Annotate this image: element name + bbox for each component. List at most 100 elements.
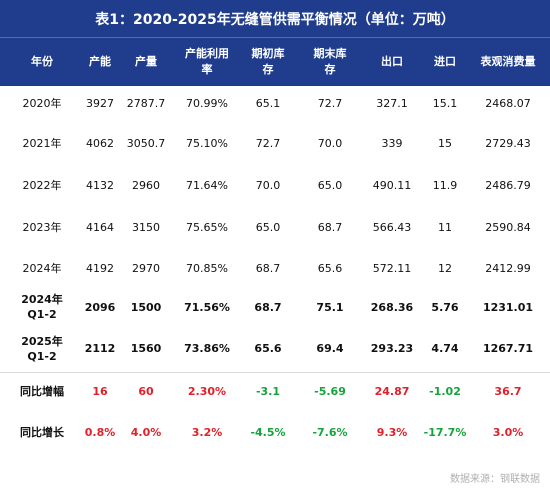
cell-year: 同比增长 bbox=[20, 425, 64, 439]
table-row: 2023年 4164 3150 75.65% 65.0 68.7 566.43 11 2590.… bbox=[0, 206, 550, 248]
cell-consumption: 1267.71 bbox=[482, 342, 534, 355]
cell-closing-stock: -7.6% bbox=[312, 425, 348, 439]
cell-opening-stock: -4.5% bbox=[250, 425, 286, 439]
cell-export: 9.3% bbox=[376, 425, 408, 439]
header-opening-stock: 期初库 存 bbox=[251, 47, 285, 76]
table-row: 同比增幅 16 60 2.30% -3.1 -5.69 24.87 -1.02 36.7 bbox=[0, 372, 550, 410]
cell-capacity: 16 bbox=[92, 384, 108, 398]
cell-consumption: 2590.84 bbox=[485, 220, 531, 234]
cell-year: 2021年 bbox=[22, 136, 62, 150]
cell-export: 327.1 bbox=[376, 97, 408, 110]
cell-export: 490.11 bbox=[372, 178, 412, 192]
cell-output: 1500 bbox=[130, 300, 162, 314]
header-utilization: 产能利用 率 bbox=[185, 47, 229, 76]
header-closing-stock: 期末库 存 bbox=[313, 47, 347, 76]
cell-capacity: 2096 bbox=[84, 300, 116, 314]
cell-export: 24.87 bbox=[374, 384, 410, 398]
cell-utilization: 3.2% bbox=[191, 425, 223, 439]
cell-year: 同比增幅 bbox=[20, 384, 64, 398]
table-row: 2022年 4132 2960 71.64% 70.0 65.0 490.11 11.9 248… bbox=[0, 164, 550, 206]
cell-utilization: 71.64% bbox=[186, 178, 228, 192]
header-import: 进口 bbox=[434, 55, 456, 68]
cell-closing-stock: -5.69 bbox=[314, 384, 346, 398]
cell-consumption: 2729.43 bbox=[485, 136, 531, 150]
table-row: 2024年 4192 2970 70.85% 68.7 65.6 572.11 12 2412.… bbox=[0, 248, 550, 289]
cell-import: 4.74 bbox=[431, 342, 459, 355]
cell-year: 2025年 Q1-2 bbox=[21, 334, 63, 363]
table-title: 表1：2020-2025年无缝管供需平衡情况（单位：万吨） bbox=[0, 0, 550, 37]
cell-year: 2020年 bbox=[22, 97, 62, 110]
cell-capacity: 4062 bbox=[86, 136, 114, 150]
cell-import: 12 bbox=[438, 262, 452, 275]
table-row: 2025年 Q1-2 2112 1560 73.86% 65.6 69.4 293.23 4.… bbox=[0, 325, 550, 373]
cell-closing-stock: 65.0 bbox=[317, 178, 343, 192]
table-row: 2021年 4062 3050.7 75.10% 72.7 70.0 339 15 2729.4… bbox=[0, 122, 550, 164]
cell-consumption: 2468.07 bbox=[485, 97, 531, 110]
cell-capacity: 2112 bbox=[84, 342, 116, 355]
cell-export: 268.36 bbox=[370, 300, 414, 314]
cell-capacity: 4192 bbox=[86, 262, 114, 275]
cell-import: -17.7% bbox=[423, 425, 467, 439]
cell-import: 15.1 bbox=[432, 97, 458, 110]
cell-capacity: 4132 bbox=[86, 178, 114, 192]
cell-output: 3150 bbox=[132, 220, 160, 234]
cell-closing-stock: 65.6 bbox=[317, 262, 343, 275]
cell-opening-stock: 65.1 bbox=[255, 97, 281, 110]
cell-year: 2024年 Q1-2 bbox=[21, 293, 63, 321]
cell-export: 293.23 bbox=[370, 342, 414, 355]
cell-opening-stock: 72.7 bbox=[255, 136, 281, 150]
cell-consumption: 2486.79 bbox=[485, 178, 531, 192]
cell-opening-stock: 68.7 bbox=[255, 262, 281, 275]
cell-output: 3050.7 bbox=[126, 136, 166, 150]
cell-opening-stock: 65.0 bbox=[255, 220, 281, 234]
cell-closing-stock: 68.7 bbox=[317, 220, 343, 234]
cell-opening-stock: -3.1 bbox=[255, 384, 281, 398]
cell-closing-stock: 75.1 bbox=[316, 300, 344, 314]
cell-capacity: 4164 bbox=[86, 220, 114, 234]
header-year: 年份 bbox=[31, 55, 53, 68]
table-row: 2020年 3927 2787.7 70.99% 65.1 72.7 327.1 15.1 24… bbox=[0, 85, 550, 122]
cell-output: 1560 bbox=[130, 342, 162, 355]
cell-utilization: 2.30% bbox=[187, 384, 227, 398]
cell-import: 15 bbox=[438, 136, 452, 150]
table-row: 2024年 Q1-2 2096 1500 71.56% 68.7 75.1 268.36 5.… bbox=[0, 289, 550, 325]
cell-export: 339 bbox=[381, 136, 403, 150]
cell-year: 2023年 bbox=[22, 220, 62, 234]
cell-output: 60 bbox=[138, 384, 154, 398]
cell-output: 2960 bbox=[132, 178, 160, 192]
header-capacity: 产能 bbox=[89, 55, 111, 68]
cell-opening-stock: 65.6 bbox=[254, 342, 282, 355]
cell-export: 566.43 bbox=[372, 220, 412, 234]
cell-opening-stock: 68.7 bbox=[254, 300, 282, 314]
table-header: 年份 产能 产量 产能利用 率期初库 存期末库 存 出口 进口 表观消费量 bbox=[0, 37, 550, 86]
cell-closing-stock: 72.7 bbox=[317, 97, 343, 110]
cell-import: 5.76 bbox=[431, 300, 459, 314]
cell-import: -1.02 bbox=[429, 384, 461, 398]
cell-import: 11 bbox=[438, 220, 452, 234]
cell-consumption: 1231.01 bbox=[482, 300, 534, 314]
cell-utilization: 73.86% bbox=[184, 342, 230, 355]
cell-export: 572.11 bbox=[372, 262, 412, 275]
header-output: 产量 bbox=[135, 55, 157, 68]
cell-utilization: 70.85% bbox=[186, 262, 228, 275]
cell-utilization: 75.10% bbox=[186, 136, 228, 150]
header-consumption: 表观消费量 bbox=[480, 55, 536, 68]
cell-consumption: 2412.99 bbox=[485, 262, 531, 275]
cell-import: 11.9 bbox=[432, 178, 458, 192]
cell-year: 2022年 bbox=[22, 178, 62, 192]
cell-consumption: 3.0% bbox=[492, 425, 524, 439]
cell-output: 2787.7 bbox=[126, 97, 166, 110]
table-row: 同比增长 0.8% 4.0% 3.2% -4.5% -7.6% 9.3% -17.7% 3.0% bbox=[0, 410, 550, 454]
cell-closing-stock: 69.4 bbox=[316, 342, 344, 355]
cell-capacity: 0.8% bbox=[84, 425, 116, 439]
header-export: 出口 bbox=[381, 55, 403, 68]
cell-utilization: 71.56% bbox=[184, 300, 230, 314]
cell-closing-stock: 70.0 bbox=[317, 136, 343, 150]
cell-utilization: 75.65% bbox=[186, 220, 228, 234]
cell-output: 2970 bbox=[132, 262, 160, 275]
data-source: 数据来源：钢联数据 bbox=[450, 474, 540, 485]
cell-year: 2024年 bbox=[22, 262, 62, 275]
cell-consumption: 36.7 bbox=[494, 384, 522, 398]
cell-opening-stock: 70.0 bbox=[255, 178, 281, 192]
